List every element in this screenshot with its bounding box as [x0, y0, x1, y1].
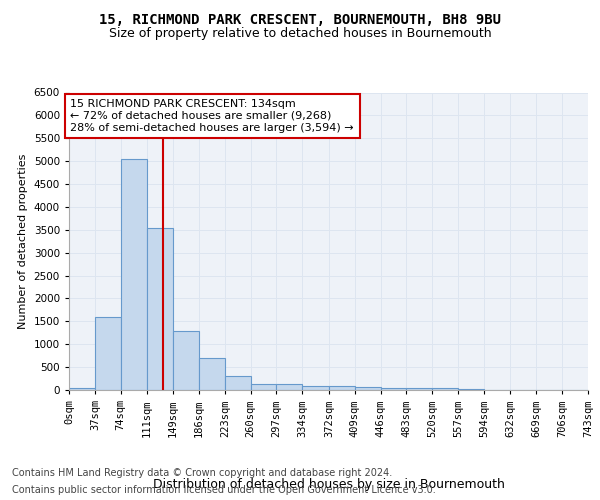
X-axis label: Distribution of detached houses by size in Bournemouth: Distribution of detached houses by size …: [152, 478, 505, 491]
Text: 15 RICHMOND PARK CRESCENT: 134sqm
← 72% of detached houses are smaller (9,268)
2: 15 RICHMOND PARK CRESCENT: 134sqm ← 72% …: [70, 100, 354, 132]
Bar: [146, 228, 173, 390]
Bar: [406, 388, 432, 390]
Y-axis label: Number of detached properties: Number of detached properties: [18, 154, 28, 329]
Bar: [277, 384, 302, 390]
Bar: [95, 317, 121, 390]
Bar: [302, 386, 329, 390]
Bar: [121, 159, 146, 390]
Bar: [225, 376, 251, 390]
Bar: [329, 386, 355, 390]
Text: Contains HM Land Registry data © Crown copyright and database right 2024.: Contains HM Land Registry data © Crown c…: [12, 468, 392, 477]
Bar: [251, 384, 277, 390]
Text: Size of property relative to detached houses in Bournemouth: Size of property relative to detached ho…: [109, 28, 491, 40]
Text: 15, RICHMOND PARK CRESCENT, BOURNEMOUTH, BH8 9BU: 15, RICHMOND PARK CRESCENT, BOURNEMOUTH,…: [99, 12, 501, 26]
Bar: [355, 388, 380, 390]
Bar: [69, 388, 95, 390]
Bar: [173, 330, 199, 390]
Bar: [199, 358, 225, 390]
Bar: [458, 388, 484, 390]
Bar: [380, 388, 406, 390]
Text: Contains public sector information licensed under the Open Government Licence v3: Contains public sector information licen…: [12, 485, 436, 495]
Bar: [432, 388, 458, 390]
